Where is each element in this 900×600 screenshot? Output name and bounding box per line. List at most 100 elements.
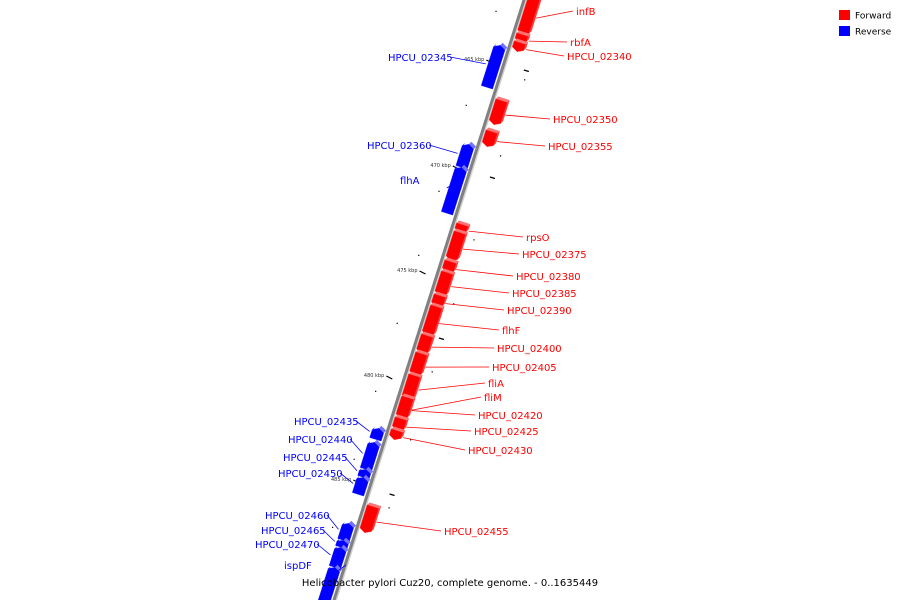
gene-hpcu-02390-top	[434, 291, 448, 298]
gene-hpcu-02390-leader	[445, 303, 505, 311]
gene-infb-leader	[536, 10, 574, 19]
gene-hpcu-02470[interactable]	[328, 547, 347, 570]
legend-swatch-forward	[839, 10, 850, 20]
gene-hpcu-02400-leader	[431, 346, 495, 349]
gene-hpcu-02425-label: HPCU_02425	[474, 427, 539, 438]
gene-hpcu-02425-side	[403, 418, 409, 430]
gene-hpcu-02350-side	[500, 100, 510, 124]
backbone-dot	[396, 322, 398, 324]
gene-hpcu-02405-label: HPCU_02405	[492, 363, 557, 374]
gene-hpcu-02435[interactable]	[369, 428, 384, 442]
backbone-dot	[418, 254, 420, 256]
gene-hpcu-02340-side	[523, 42, 529, 51]
gene-hpcu-02470-leader	[316, 543, 331, 556]
gene-hpcu-02450-leader	[339, 472, 354, 484]
gene-features	[318, 0, 542, 600]
backbone-dot	[431, 371, 433, 373]
scale-tick-label: 485 kbp	[331, 477, 351, 483]
gene-hpcu-02460-label: HPCU_02460	[265, 511, 330, 522]
map-caption: Helicobacter pylori Cuz20, complete geno…	[301, 578, 599, 589]
gene-hpcu-02430[interactable]	[389, 428, 404, 440]
backbone-dash	[523, 69, 530, 73]
backbone-dots	[332, 10, 530, 528]
backbone-dot	[353, 458, 355, 460]
gene-hpcu-02380-side	[453, 261, 459, 272]
gene-hpcu-02390-side	[443, 295, 448, 306]
gene-hpcu-02345[interactable]	[480, 45, 506, 90]
scale-tick-label: 475 kbp	[397, 268, 417, 274]
scale-ticks: 465 kbp 470 kbp 475 kbp 480 kbp 485 kbp	[331, 57, 493, 484]
gene-hpcu-02460-top	[348, 520, 357, 529]
gene-hpcu-02360-top	[468, 141, 477, 150]
scale-tick	[419, 270, 426, 275]
legend-label-forward: Forward	[855, 12, 891, 22]
gene-hpcu-02440[interactable]	[359, 442, 380, 472]
gene-hpcu-02445-label: HPCU_02445	[283, 453, 348, 464]
strand-legend: Forward Reverse	[839, 10, 892, 38]
gene-labels: infB rbfA HPCU_02340 HPCU_02345 HPCU_02350 HP…	[255, 7, 632, 583]
genome-backbone	[332, 0, 528, 600]
gene-rpso-side	[466, 224, 471, 232]
gene-hpcu-02440-label: HPCU_02440	[288, 435, 353, 446]
gene-hpcu-02375-side	[457, 232, 468, 260]
backbone-dot	[388, 507, 390, 509]
gene-hpcu-02445-leader	[344, 456, 358, 472]
gene-hpcu-02420-leader	[411, 410, 476, 416]
gene-hpcu-02420-top	[401, 393, 416, 400]
gene-hpcu-02470-label: HPCU_02470	[255, 540, 320, 551]
gene-hpcu-02460-leader	[326, 514, 339, 530]
gene-hpcu-02355[interactable]	[481, 129, 498, 147]
gene-hpcu-02445-top	[365, 466, 374, 474]
backbone-dot	[375, 390, 377, 392]
gene-hpcu-02450-top	[363, 474, 371, 483]
gene-hpcu-02465-top	[343, 537, 351, 545]
gene-hpcu-02380-label: HPCU_02380	[516, 272, 581, 283]
gene-rpso-label: rpsO	[526, 233, 550, 244]
gene-hpcu-02360[interactable]	[455, 144, 474, 170]
gene-hpcu-02405-side	[421, 353, 430, 375]
backbone-dash	[438, 337, 445, 341]
backbone-dot	[465, 104, 467, 106]
gene-hpcu-02460[interactable]	[337, 523, 354, 543]
gene-hpcu-02420-label: HPCU_02420	[478, 411, 543, 422]
scale-tick	[386, 375, 393, 380]
gene-ispdf[interactable]	[318, 567, 340, 600]
gene-hpcu-02440-top	[374, 439, 382, 448]
gene-flia-side	[413, 375, 423, 399]
gene-hpcu-02425-leader	[406, 426, 472, 432]
gene-hpcu-02455-top	[367, 502, 382, 509]
backbone-dot	[495, 10, 497, 12]
backbone-dot	[410, 439, 412, 441]
gene-hpcu-02380-top	[444, 257, 459, 264]
gene-hpcu-02355-leader	[496, 141, 546, 147]
gene-rbfa-top	[516, 30, 531, 37]
gene-hpcu-02375-label: HPCU_02375	[522, 250, 587, 261]
gene-hpcu-02390-label: HPCU_02390	[507, 306, 572, 317]
gene-hpcu-02360-leader	[428, 144, 458, 154]
scale-tick-label: 470 kbp	[430, 163, 450, 169]
gene-hpcu-02400-side	[428, 335, 436, 353]
gene-hpcu-02435-leader	[355, 420, 370, 432]
gene-rpso-leader	[468, 230, 524, 238]
gene-hpcu-02345-top	[500, 42, 508, 51]
gene-hpcu-02355-label: HPCU_02355	[548, 142, 613, 153]
backbone-line	[332, 0, 526, 600]
gene-hpcu-02350[interactable]	[488, 98, 508, 125]
gene-hpcu-02345-label: HPCU_02345	[388, 53, 453, 64]
gene-hpcu-02340[interactable]	[512, 40, 526, 52]
gene-flha[interactable]	[441, 167, 467, 216]
gene-rbfa-side	[526, 34, 531, 42]
gene-hpcu-02420-side	[407, 397, 416, 418]
gene-hpcu-02340-label: HPCU_02340	[567, 52, 632, 63]
gene-infb-label: infB	[576, 7, 596, 18]
gene-hpcu-02465-label: HPCU_02465	[261, 526, 326, 537]
backbone-dash	[489, 176, 496, 180]
gene-flhf-leader	[439, 323, 500, 331]
scale-tick-label: 465 kbp	[464, 57, 484, 63]
gene-rbfa-label: rbfA	[570, 38, 591, 49]
gene-hpcu-02450[interactable]	[352, 477, 369, 497]
gene-rpso-top	[456, 220, 471, 227]
gene-hpcu-02455[interactable]	[359, 504, 379, 533]
gene-hpcu-02375-leader	[462, 248, 520, 255]
gene-ispdf-top	[334, 564, 343, 573]
